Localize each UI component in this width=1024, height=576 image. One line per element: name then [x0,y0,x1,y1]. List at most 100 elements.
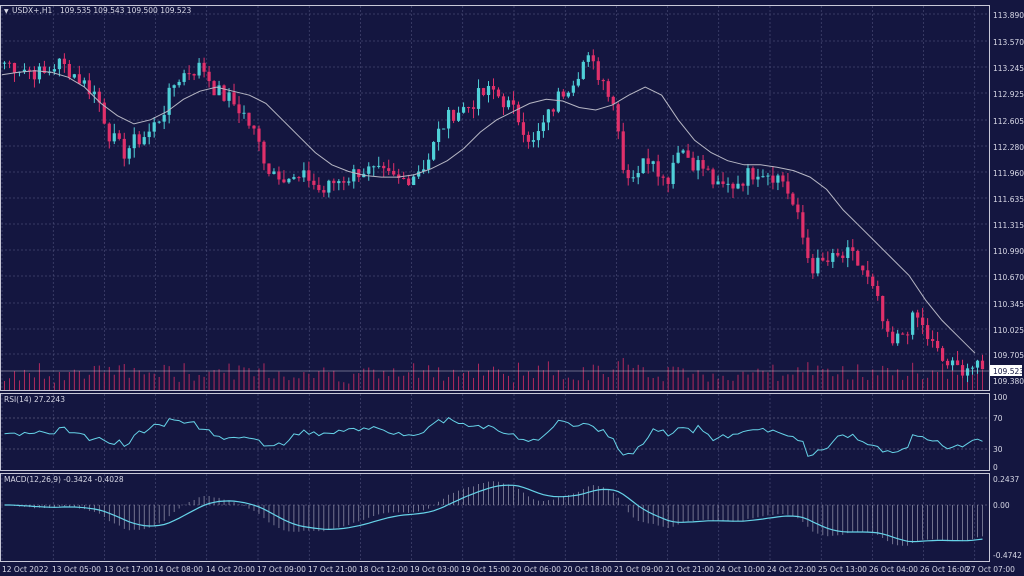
candle-body [122,138,126,159]
candle-body [686,150,690,158]
candle-body [491,85,496,90]
candle-body [232,92,236,105]
candle-body [456,112,461,121]
candle-body [826,260,830,262]
candle-body [12,62,17,73]
candle-body [52,69,56,72]
candle-body [866,270,870,277]
candle-body [561,91,565,97]
candle-body [417,171,421,177]
macd-level-label: 0.2437 [993,475,1019,484]
candle-body [960,365,965,376]
candle-body [407,178,411,186]
ohlc-values: 109.535 109.543 109.500 109.523 [60,6,191,15]
price-tick: 110.345 [993,300,1024,309]
time-label: 27 Oct 07:00 [966,565,1015,574]
candle-body [342,181,346,183]
candle-body [601,79,605,82]
candle-body [906,334,910,336]
volume-bars [3,358,984,390]
candle-body [237,104,241,114]
time-label: 24 Oct 22:00 [767,565,816,574]
price-axis[interactable]: 113.890 113.570 113.245 112.925 112.605 … [993,11,1024,386]
candle-body [402,177,406,179]
candle-body [955,360,960,366]
candle-body [616,104,620,132]
candle-body [691,157,695,171]
candle-body [656,161,660,177]
candle-body [641,158,645,174]
candle-body [222,85,226,101]
price-tick: 113.890 [993,11,1024,20]
candle-body [466,107,471,109]
time-label: 13 Oct 05:00 [52,565,101,574]
candle-body [771,175,775,183]
candle-body [851,247,855,251]
candle-body [192,73,196,76]
candle-body [392,170,396,175]
candle-body [796,204,800,213]
candle-body [62,58,66,65]
rsi-panel[interactable] [0,393,990,471]
candle-body [127,148,131,159]
candle-body [352,169,356,182]
candle-body [831,253,835,262]
candle-body [821,257,825,261]
macd-level-label: -0.4742 [993,551,1022,560]
candle-body [461,107,466,113]
candle-body [576,78,580,86]
candle-body [147,131,151,138]
triangle-down-icon[interactable]: ▼ [4,8,9,15]
candle-body [382,165,386,169]
candle-body [611,96,615,105]
candle-body [546,109,550,123]
candle-body [132,134,136,149]
candle-body [297,177,301,179]
candle-body [806,237,810,259]
candle-body [442,128,446,130]
time-label: 17 Oct 09:00 [257,565,306,574]
candle-body [247,112,251,126]
candle-body [581,61,585,79]
time-label: 26 Oct 04:00 [869,565,918,574]
time-label: 18 Oct 12:00 [359,565,408,574]
candle-body [197,62,201,76]
current-price-label: 109.523 [993,367,1024,376]
candle-body [940,348,945,361]
candle-body [891,331,895,344]
time-label: 14 Oct 08:00 [154,565,203,574]
rsi-level-label: 30 [993,445,1003,454]
candle-body [881,295,885,322]
price-panel[interactable] [0,5,990,391]
candle-body [661,176,665,178]
time-label: 19 Oct 03:00 [410,565,459,574]
time-label: 20 Oct 18:00 [563,565,612,574]
candle-body [307,170,311,181]
macd-panel[interactable] [0,473,990,562]
candle-body [696,160,700,171]
candle-body [671,162,675,184]
candle-body [786,181,790,194]
candle-body [726,183,730,185]
candle-body [182,73,186,82]
candle-body [97,91,101,103]
time-axis[interactable]: 12 Oct 2022 13 Oct 05:00 13 Oct 17:00 14… [2,565,1015,574]
candle-body [327,180,331,193]
candle-body [681,150,685,153]
candle-body [167,87,171,115]
candle-body [422,169,426,172]
candle-body [377,165,381,167]
candle-body [931,339,935,341]
price-tick: 113.570 [993,38,1024,47]
candle-body [302,170,306,178]
candle-body [676,152,680,163]
candle-body [876,285,880,296]
macd-label: MACD(12,26,9) -0.3424 -0.4028 [4,475,124,484]
candle-body [516,104,521,123]
candle-body [367,166,371,174]
time-label: 14 Oct 20:00 [206,565,255,574]
time-label: 13 Oct 17:00 [104,565,153,574]
candle-body [471,107,476,109]
